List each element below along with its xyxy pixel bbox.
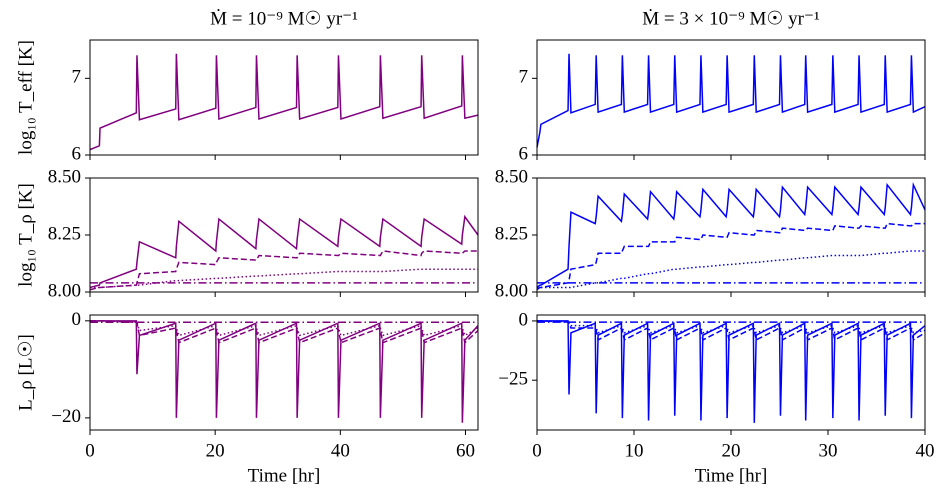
x-tick-label: 20 [722,440,741,461]
y-tick-label: −25 [498,369,528,390]
x-tick-label: 0 [532,440,542,461]
y-tick-label: 0 [72,309,82,330]
axes-frame [89,314,479,431]
y-tick-label: 7 [72,67,82,88]
plot-area [90,40,478,155]
data-line [89,250,478,291]
plot-area [90,315,478,430]
y-tick-label: 6 [72,143,82,164]
axes-frame [89,39,479,156]
y-tick-label: 8.25 [495,223,528,244]
data-line [89,214,479,289]
y-tick-label: −20 [51,406,81,427]
data-line [89,53,479,151]
x-tick-label: 10 [625,440,644,461]
plot-area [90,178,478,292]
y-tick-label: 8.25 [48,223,81,244]
data-line [537,250,925,289]
data-line [90,268,478,289]
x-tick-label: 20 [206,440,225,461]
y-axis-label: L_ρ [L☉] [15,334,36,411]
x-axis-label: Time [hr] [248,465,321,486]
y-tick-label: 8.00 [495,280,528,301]
data-line [537,320,926,342]
y-tick-label: 8.00 [48,280,81,301]
y-tick-label: 8.50 [495,166,528,187]
y-axis-label: log₁₀ T_eff [K] [15,40,36,155]
panel-title: Ṁ = 3 × 10⁻⁹ M☉ yr⁻¹ [642,8,820,29]
data-line [536,222,925,291]
data-line [537,320,926,423]
panel-title: Ṁ = 10⁻⁹ M☉ yr⁻¹ [210,8,358,29]
x-tick-label: 40 [331,440,350,461]
x-axis-label: Time [hr] [695,465,768,486]
x-tick-label: 40 [916,440,935,461]
x-tick-label: 30 [819,440,838,461]
y-tick-label: 0 [519,309,529,330]
x-tick-label: 60 [456,440,475,461]
data-line [536,181,926,289]
y-axis-label: log₁₀ T_ρ [K] [15,183,36,287]
y-tick-label: 8.50 [48,166,81,187]
x-tick-label: 0 [85,440,95,461]
y-tick-label: 6 [519,143,529,164]
data-line [536,53,926,148]
y-tick-label: 7 [519,67,529,88]
